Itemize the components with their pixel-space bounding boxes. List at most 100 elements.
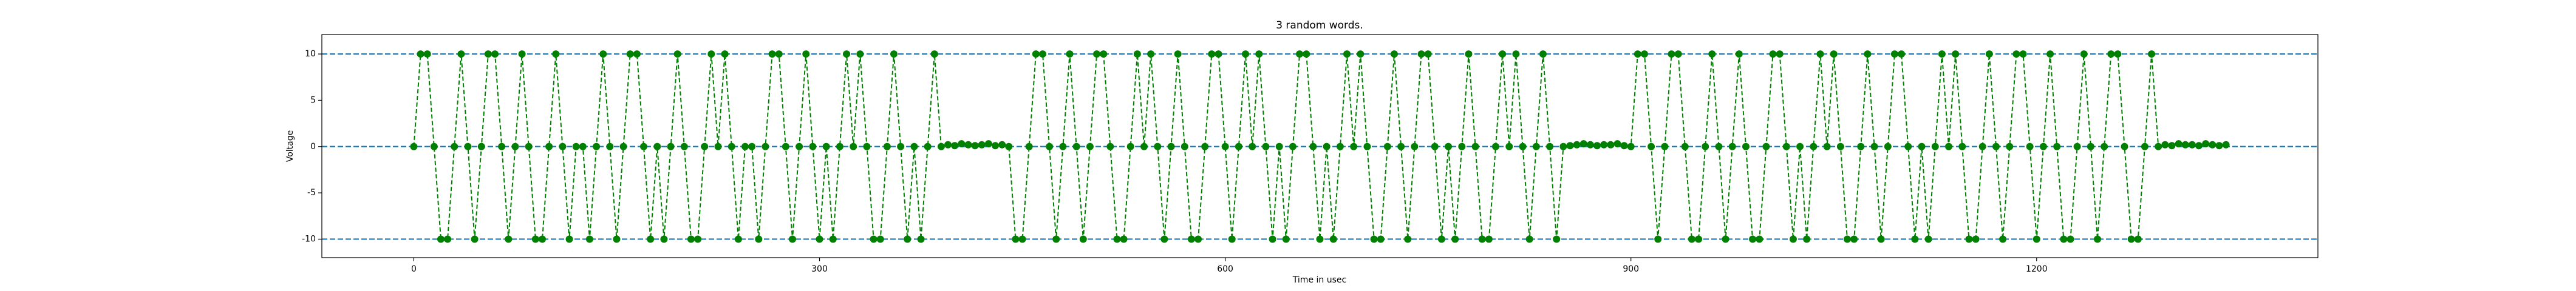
data-point (1282, 235, 1290, 243)
data-point (1505, 142, 1513, 150)
data-point (471, 235, 479, 243)
data-point (1052, 235, 1060, 243)
data-point (2195, 142, 2203, 150)
data-point (2019, 50, 2027, 58)
data-point (775, 50, 783, 58)
data-point (2148, 50, 2156, 58)
data-point (1519, 142, 1527, 150)
data-point (1411, 142, 1419, 150)
data-point (1451, 235, 1459, 243)
data-point (917, 235, 925, 243)
data-point (1539, 50, 1547, 58)
data-point (2039, 142, 2047, 150)
data-point (2134, 235, 2142, 243)
data-point (1445, 142, 1453, 150)
data-point (816, 235, 823, 243)
data-point (2033, 235, 2040, 243)
data-point (2127, 235, 2135, 243)
data-point (673, 50, 681, 58)
data-point (1478, 235, 1486, 243)
data-point (511, 142, 519, 150)
data-point (1708, 50, 1716, 58)
data-point (505, 235, 513, 243)
data-point (437, 235, 445, 243)
y-tick-label: 0 (310, 142, 316, 152)
data-point (1816, 50, 1824, 58)
data-point (1363, 142, 1371, 150)
data-point (457, 50, 465, 58)
data-point (1870, 142, 1878, 150)
data-point (1931, 142, 1939, 150)
data-point (464, 142, 472, 150)
data-point (1546, 142, 1554, 150)
data-point (1465, 50, 1473, 58)
data-point (1722, 235, 1729, 243)
data-point (694, 235, 702, 243)
data-point (1749, 235, 1757, 243)
data-point (1323, 142, 1331, 150)
data-point (1803, 235, 1811, 243)
data-point (613, 235, 621, 243)
data-point (714, 142, 722, 150)
data-point (1945, 142, 1953, 150)
data-point (863, 142, 871, 150)
data-point (559, 142, 567, 150)
data-point (1269, 235, 1276, 243)
y-tick-label: 10 (305, 49, 316, 59)
data-point (1607, 141, 1615, 149)
data-point (593, 142, 601, 150)
data-point (2101, 142, 2108, 150)
data-point (1289, 142, 1297, 150)
x-tick-label: 600 (1217, 264, 1233, 274)
data-point (1309, 142, 1317, 150)
data-point (1066, 50, 1074, 58)
data-point (788, 235, 796, 243)
data-point (1275, 142, 1283, 150)
data-point (1167, 142, 1175, 150)
data-point (992, 142, 1000, 150)
data-point (856, 50, 864, 58)
data-point (1918, 142, 1926, 150)
chart-title: 3 random words. (1276, 19, 1363, 32)
data-point (545, 142, 553, 150)
data-point (2121, 142, 2128, 150)
data-point (984, 140, 992, 148)
data-point (2209, 141, 2217, 149)
data-point (1458, 142, 1466, 150)
data-point (1005, 142, 1013, 150)
data-point (687, 235, 695, 243)
data-point (1985, 50, 1993, 58)
data-point (1377, 235, 1385, 243)
data-point (498, 142, 506, 150)
data-point (444, 235, 452, 243)
data-point (1499, 50, 1507, 58)
data-point (626, 50, 634, 58)
data-point (1593, 142, 1601, 150)
data-point (1160, 235, 1168, 243)
data-point (971, 142, 979, 150)
data-point (1647, 142, 1655, 150)
data-point (829, 235, 837, 243)
data-point (525, 142, 533, 150)
data-point (1992, 142, 2000, 150)
data-point (1702, 142, 1709, 150)
data-point (1106, 142, 1114, 150)
data-point (937, 142, 945, 150)
data-point (1255, 50, 1263, 58)
data-point (1316, 235, 1324, 243)
data-point (1844, 235, 1852, 243)
data-point (1877, 235, 1885, 243)
data-point (1370, 235, 1378, 243)
data-point (1938, 50, 1946, 58)
data-point (1762, 142, 1770, 150)
data-point (1782, 142, 1790, 150)
data-point (1898, 50, 1906, 58)
data-point (1208, 50, 1216, 58)
data-point (2222, 141, 2230, 149)
data-point (1181, 142, 1188, 150)
data-point (1215, 50, 1222, 58)
data-point (978, 141, 986, 149)
data-point (1978, 142, 1986, 150)
data-point (2175, 140, 2182, 148)
